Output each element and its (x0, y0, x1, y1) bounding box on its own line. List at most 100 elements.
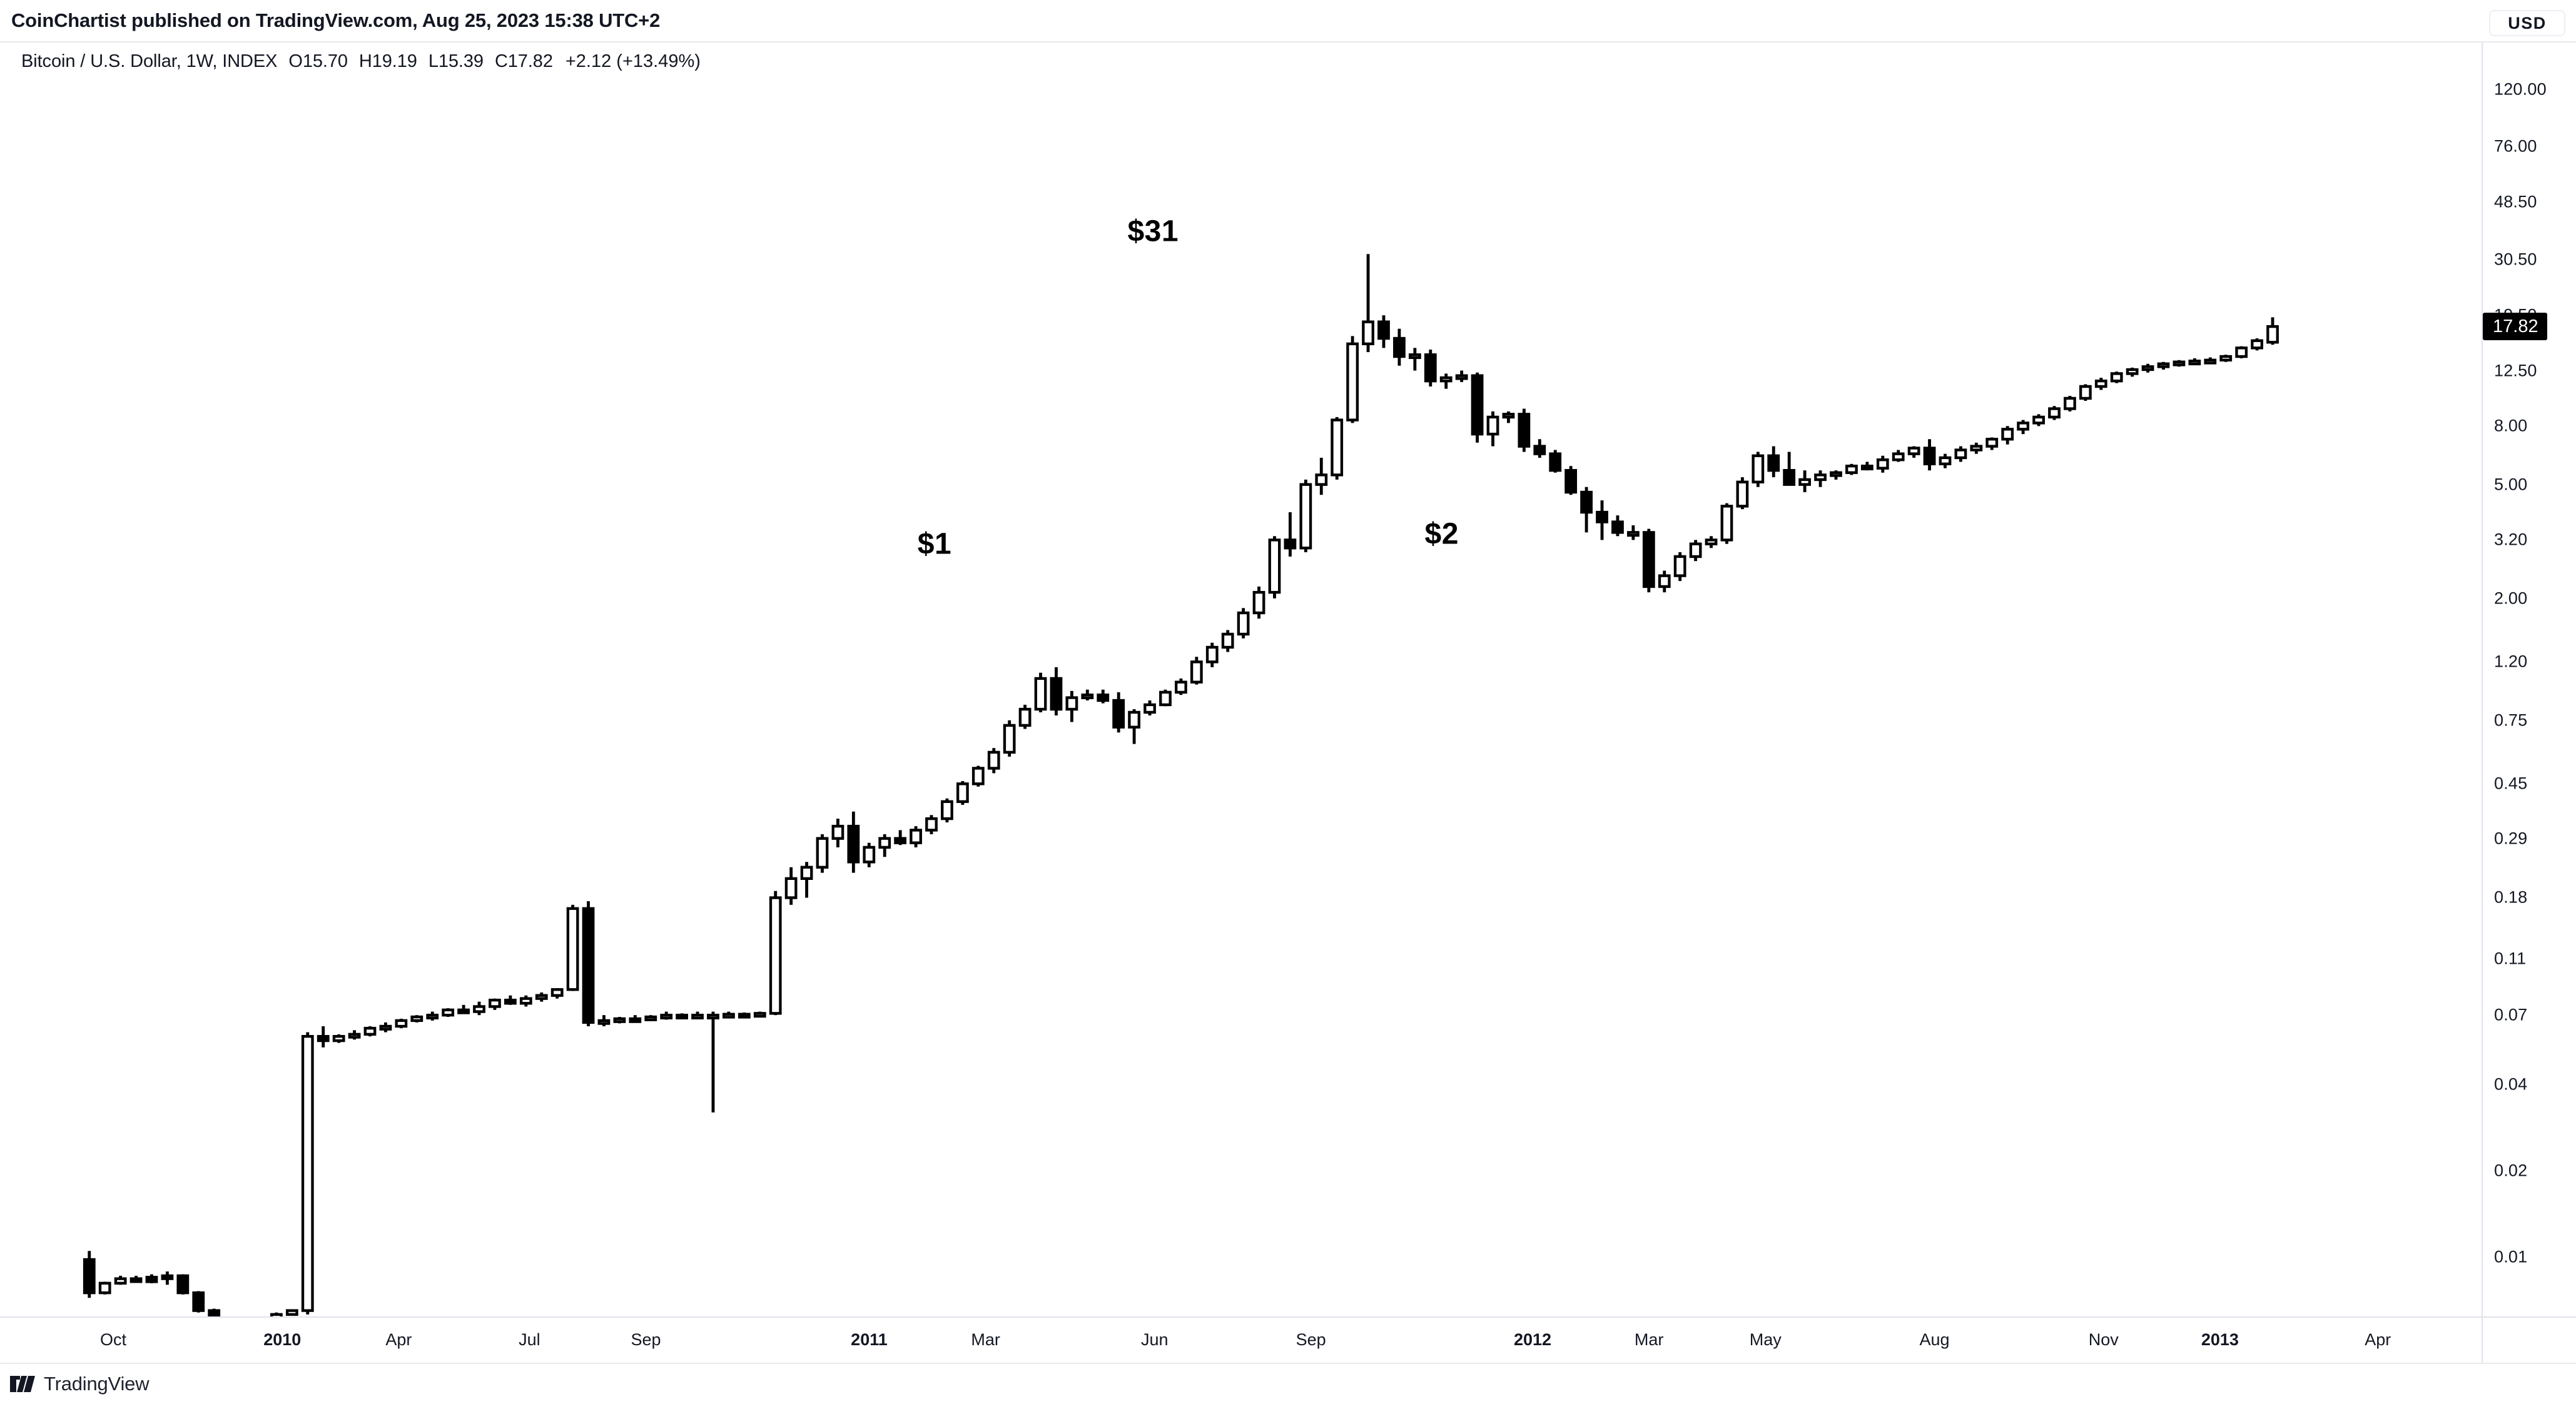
candle-body-up (270, 1313, 283, 1316)
candlestick (1393, 328, 1406, 366)
candlestick (987, 748, 1000, 774)
candle-body-down (1642, 531, 1655, 588)
candle-body-up (1205, 645, 1219, 664)
publisher-credit: CoinChartist published on TradingView.co… (11, 9, 661, 31)
price-tick: 2.00 (2494, 588, 2528, 608)
candlestick (1752, 452, 1765, 487)
candlestick (2032, 414, 2045, 427)
candlestick (597, 1015, 611, 1027)
candle-body-down (457, 1008, 470, 1014)
candlestick (473, 1001, 485, 1016)
time-tick: Sep (1296, 1330, 1326, 1349)
candlestick (1299, 479, 1312, 552)
candlestick (1876, 455, 1889, 473)
candle-body-down (1112, 699, 1125, 729)
time-tick: Jun (1141, 1330, 1169, 1349)
candlestick (2064, 395, 2076, 412)
candle-body-down (504, 998, 517, 1005)
candle-body-up (1752, 454, 1765, 483)
candlestick (519, 995, 532, 1007)
candle-body-up (1081, 693, 1094, 700)
candle-body-up (519, 997, 532, 1005)
candlestick (2141, 363, 2154, 373)
price-tick: 0.75 (2494, 710, 2528, 730)
price-annotation[interactable]: $1 (917, 527, 952, 561)
candle-body-up (1175, 680, 1187, 694)
candlestick (1439, 373, 1453, 389)
price-tick: 5.00 (2494, 475, 2528, 494)
candle-body-down (1518, 413, 1531, 448)
candlestick (738, 1012, 751, 1019)
candlestick (1190, 657, 1203, 685)
candlestick (1284, 512, 1297, 557)
candlestick (1845, 463, 1858, 475)
footer-bar: TradingView (0, 1363, 2576, 1404)
candlestick (535, 992, 548, 1002)
candlestick (176, 1274, 190, 1295)
chart-zone: Bitcoin / U.S. Dollar, 1W, INDEX O15.70 … (0, 10, 2576, 1316)
candle-body-up (2235, 346, 2248, 358)
candle-body-down (192, 1291, 205, 1312)
time-axis[interactable]: Oct 2010 Apr Jul Sep 2011 Mar Jun Sep 2012 Mar May A… (0, 1316, 2576, 1363)
candlestick (1642, 528, 1655, 593)
candle-body-down (1549, 452, 1562, 472)
candle-body-up (98, 1281, 111, 1295)
candle-body-up (800, 866, 813, 881)
candlestick (2219, 355, 2233, 362)
candlestick (1205, 642, 1219, 667)
candle-body-up (660, 1013, 673, 1020)
candle-body-down (83, 1258, 96, 1295)
candle-body-up (1658, 574, 1671, 588)
price-tick: 0.02 (2494, 1161, 2528, 1180)
candle-body-up (1876, 458, 1889, 470)
candle-body-up (784, 877, 798, 899)
candlestick (285, 1309, 298, 1316)
candlestick (270, 1312, 283, 1316)
price-axis[interactable]: USD 120.0076.0048.5030.5019.5012.508.005… (2482, 10, 2576, 1316)
candle-body-up (1673, 555, 1686, 577)
tradingview-brand-label: TradingView (44, 1373, 150, 1395)
time-tick-layer: Oct 2010 Apr Jul Sep 2011 Mar Jun Sep 2012 Mar May A… (0, 1318, 2482, 1363)
candle-body-up (1268, 538, 1281, 594)
candlestick (2204, 357, 2217, 365)
currency-badge[interactable]: USD (2489, 10, 2565, 36)
candle-body-down (1377, 320, 1390, 340)
publisher-bar: CoinChartist published on TradingView.co… (0, 0, 2576, 43)
candlestick (2001, 426, 2014, 445)
candle-body-down (1050, 677, 1063, 711)
chart-pane[interactable]: Bitcoin / U.S. Dollar, 1W, INDEX O15.70 … (0, 43, 2482, 1316)
candlestick (956, 780, 969, 805)
candle-body-up (1299, 483, 1312, 550)
candlestick (1611, 515, 1624, 537)
time-tick: 2011 (851, 1330, 888, 1349)
candle-body-up (1252, 590, 1265, 615)
candle-body-up (2157, 362, 2170, 368)
price-tick: 0.07 (2494, 1005, 2528, 1024)
candlestick (1377, 315, 1390, 348)
candle-body-up (2017, 422, 2030, 431)
candlestick (457, 1004, 470, 1014)
candle-body-up (1143, 703, 1156, 714)
candle-body-up (1237, 611, 1250, 636)
candle-body-up (816, 837, 829, 869)
time-tick: 2010 (263, 1330, 302, 1349)
candle-body-down (1533, 445, 1546, 455)
time-tick: Mar (1634, 1330, 1664, 1349)
candlestick (1518, 408, 1531, 452)
candlestick (1362, 254, 1374, 353)
time-tick: Mar (971, 1330, 1000, 1349)
candlestick (1736, 477, 1749, 510)
candlestick (1705, 536, 1718, 548)
price-tick: 8.00 (2494, 416, 2528, 435)
candle-body-up (910, 829, 922, 844)
candlestick (2017, 420, 2030, 435)
candle-body-up (2079, 385, 2092, 400)
candlestick (1346, 336, 1359, 423)
price-annotation[interactable]: $2 (1424, 517, 1459, 551)
price-annotation[interactable]: $31 (1127, 215, 1179, 248)
candle-body-down (847, 824, 860, 864)
candlestick (301, 1032, 314, 1315)
candlestick (2188, 358, 2201, 366)
candle-body-up (2126, 368, 2139, 375)
candlestick (878, 834, 891, 857)
